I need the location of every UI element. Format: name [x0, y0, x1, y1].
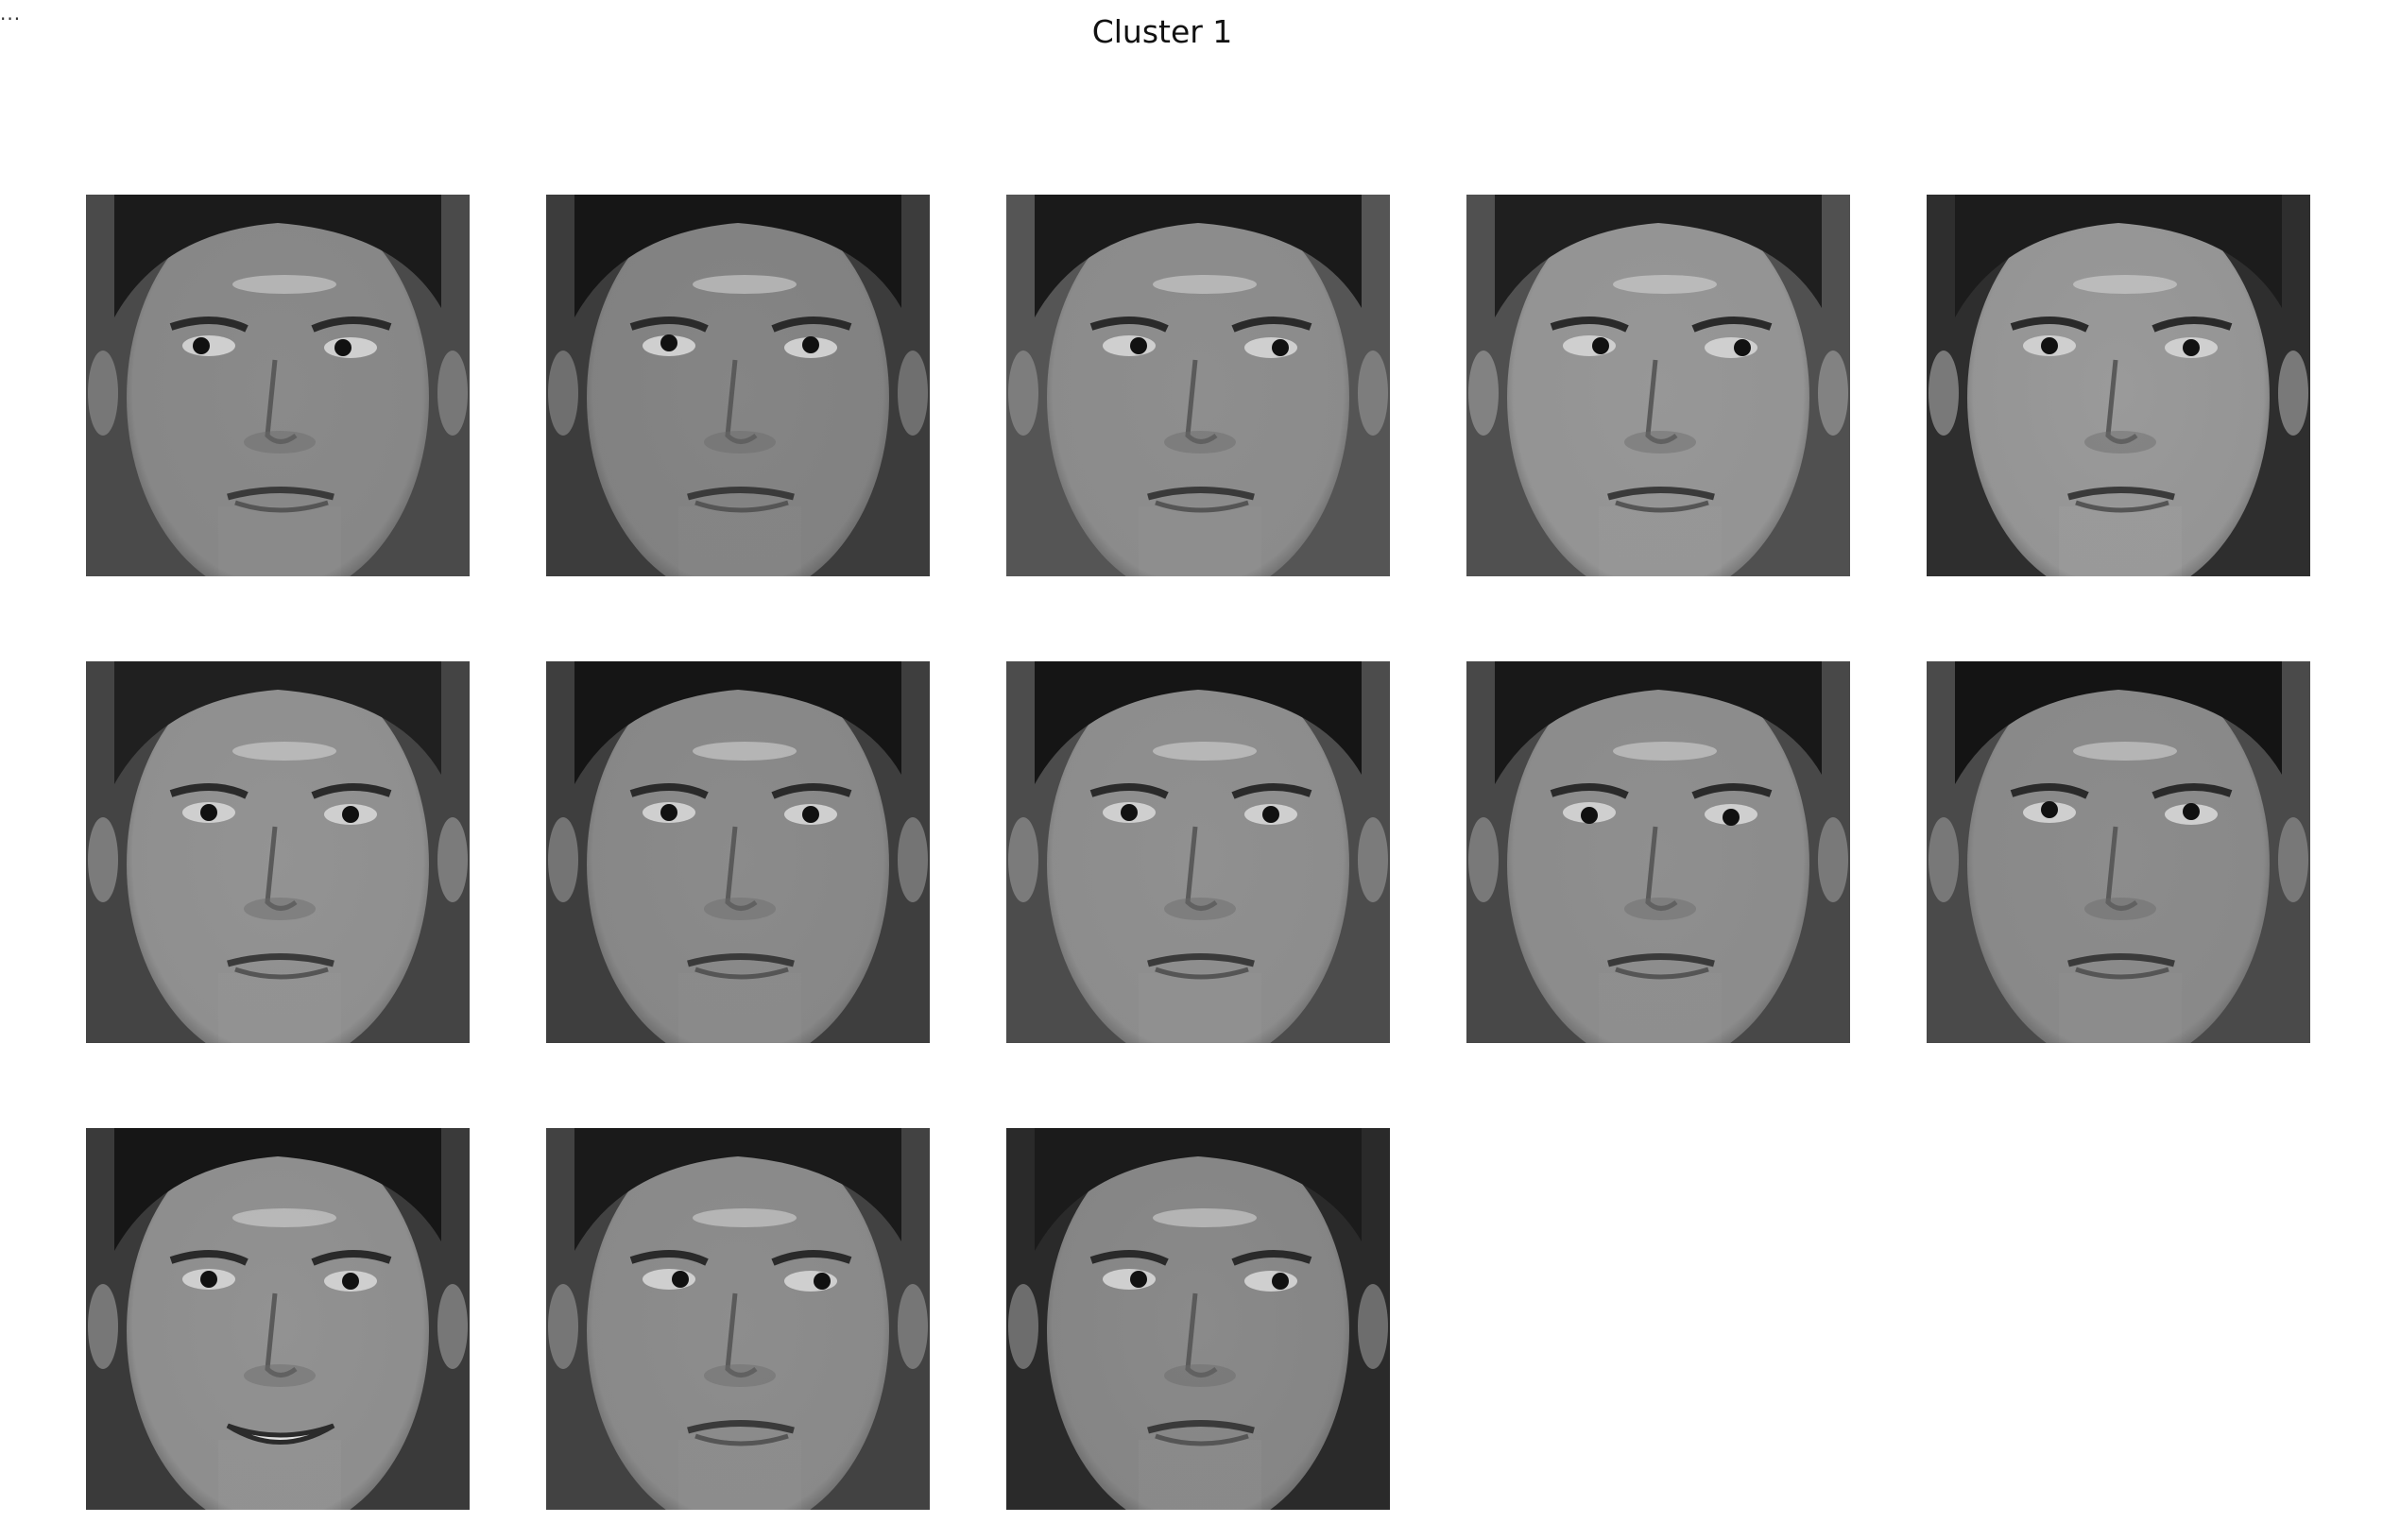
face-image-13 — [1006, 1128, 1390, 1510]
face-image-12 — [546, 1128, 930, 1510]
face-image-5 — [1927, 195, 2310, 576]
face-image-4 — [1466, 195, 1850, 576]
face-image-9 — [1466, 661, 1850, 1043]
face-image-6 — [86, 661, 470, 1043]
face-image-7 — [546, 661, 930, 1043]
face-image-3 — [1006, 195, 1390, 576]
face-image-2 — [546, 195, 930, 576]
face-image-8 — [1006, 661, 1390, 1043]
figure-title: Cluster 1 — [1091, 13, 1233, 50]
face-image-grid — [86, 195, 2310, 1510]
face-image-1 — [86, 195, 470, 576]
face-image-11 — [86, 1128, 470, 1510]
overflow-ellipsis: ... — [0, 2, 22, 25]
face-image-10 — [1927, 661, 2310, 1043]
